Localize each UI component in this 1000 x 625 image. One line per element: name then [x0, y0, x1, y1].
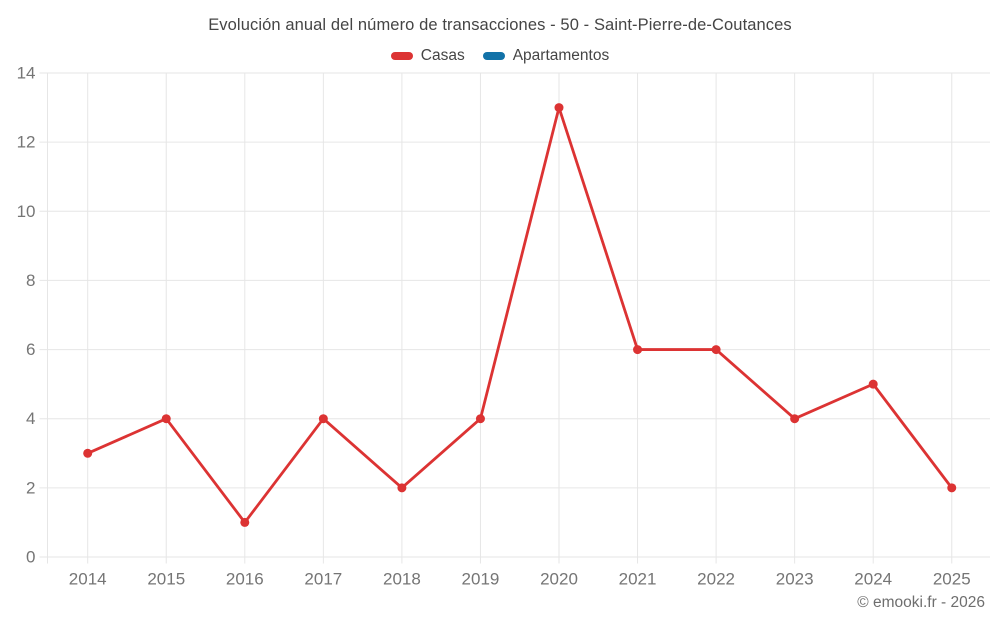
data-point-casas	[318, 414, 328, 424]
y-axis-tick-label: 8	[26, 271, 35, 290]
x-axis-tick-label: 2022	[697, 570, 735, 589]
legend-label: Casas	[420, 47, 465, 64]
x-axis-tick-label: 2025	[933, 570, 971, 589]
y-axis-tick-label: 2	[26, 478, 35, 497]
y-axis-tick-label: 14	[17, 64, 36, 83]
y-axis-tick-label: 12	[17, 133, 36, 152]
legend-item-casas[interactable]: Casas	[390, 47, 465, 65]
x-axis-tick-label: 2023	[776, 570, 814, 589]
data-point-casas	[947, 483, 957, 493]
y-axis-tick-label: 4	[26, 409, 35, 428]
copyright: © emooki.fr - 2026	[857, 594, 985, 611]
x-axis-tick-label: 2015	[147, 570, 185, 589]
x-axis-tick-label: 2024	[854, 570, 892, 589]
chart-title: Evolución anual del número de transaccio…	[208, 16, 792, 34]
data-point-casas	[83, 448, 93, 458]
legend-swatch-casas	[390, 52, 413, 60]
legend-label: Apartamentos	[512, 47, 610, 64]
x-axis-tick-label: 2014	[69, 570, 107, 589]
x-axis-tick-label: 2016	[226, 570, 264, 589]
x-axis-tick-label: 2019	[462, 570, 500, 589]
legend-item-apartamentos[interactable]: Apartamentos	[482, 47, 610, 65]
data-point-casas	[397, 483, 407, 493]
y-axis-tick-label: 10	[17, 202, 36, 221]
data-point-casas	[161, 414, 171, 424]
data-point-casas	[868, 379, 878, 389]
data-point-casas	[711, 345, 721, 355]
series-line-casas	[86, 106, 954, 524]
legend-swatch-apartamentos	[482, 52, 505, 60]
x-axis-tick-label: 2017	[304, 570, 342, 589]
y-axis-tick-label: 0	[26, 548, 35, 567]
data-point-casas	[240, 517, 250, 527]
x-axis-tick-label: 2020	[540, 570, 578, 589]
data-point-casas	[475, 414, 485, 424]
x-axis-tick-label: 2021	[619, 570, 657, 589]
data-point-casas	[790, 414, 800, 424]
legend: Casas Apartamentos	[0, 47, 1000, 65]
data-point-casas	[554, 103, 564, 113]
x-axis-tick-label: 2018	[383, 570, 421, 589]
data-point-casas	[633, 345, 643, 355]
y-axis-tick-label: 6	[26, 340, 35, 359]
